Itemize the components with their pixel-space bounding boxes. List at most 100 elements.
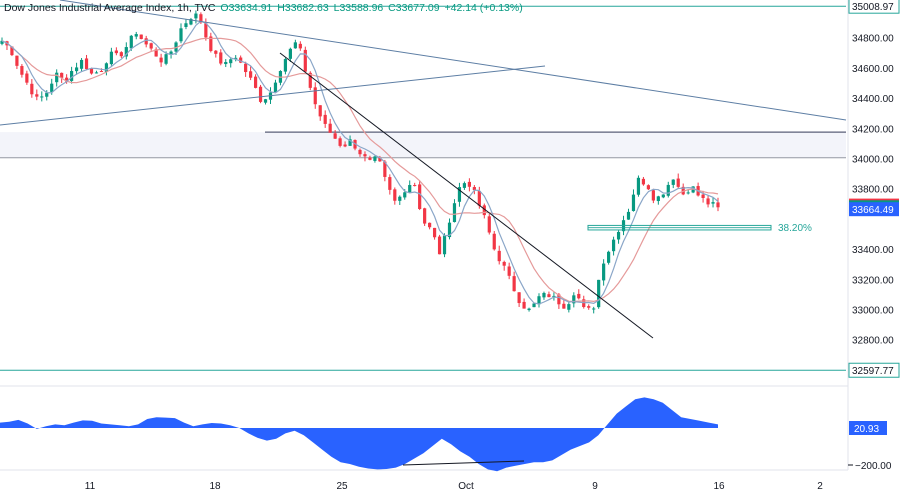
trendline-ascending (0, 65, 546, 126)
y-tick-label: 34200.00 (852, 124, 894, 135)
candle-body (273, 82, 278, 93)
candle-body (373, 156, 377, 161)
candle-body (40, 96, 44, 98)
candle-body (547, 294, 551, 298)
y-tick-label: 33000.00 (852, 306, 894, 317)
candle-body (487, 216, 491, 233)
candle-body (258, 86, 263, 102)
candle-body (124, 47, 128, 57)
candle-body (263, 99, 268, 103)
candle-body (507, 266, 511, 276)
candle-body (15, 55, 19, 66)
candle-body (656, 196, 660, 202)
candle-body (408, 185, 412, 193)
candle-body (681, 186, 685, 195)
candle-body (119, 52, 123, 57)
candle-body (472, 187, 476, 191)
candle-body (676, 178, 680, 187)
candle-body (477, 191, 481, 206)
trendline-descending-long (59, 0, 847, 121)
candle-body (45, 92, 49, 97)
resistance-zone (0, 132, 846, 158)
chart-header: Dow Jones Industrial Average Index, 1h, … (4, 2, 525, 14)
candle-body (149, 43, 153, 49)
candle-body (20, 66, 24, 75)
y-tick-label: 34600.00 (852, 64, 894, 75)
candle-body (253, 76, 258, 88)
candle-body (602, 263, 606, 281)
candle-body (189, 19, 193, 25)
candle-body (616, 231, 621, 240)
candle-body (537, 296, 541, 305)
candle-body (94, 72, 99, 74)
y-tick-label: 33200.00 (852, 275, 894, 286)
price-tag-label: 35008.97 (852, 2, 894, 13)
candle-body (114, 50, 118, 54)
candle-body (209, 36, 213, 51)
y-tick-label: 34000.00 (852, 155, 894, 166)
candle-body (104, 63, 109, 72)
symbol-title: Dow Jones Industrial Average Index, 1h, … (4, 2, 216, 14)
x-tick-label: Oct (458, 481, 474, 492)
oscillator-divergence-line (402, 460, 525, 466)
candle-body (134, 34, 138, 37)
candle-body (587, 306, 591, 308)
candle-body (308, 72, 312, 88)
candle-body (303, 49, 307, 72)
candle-body (393, 189, 397, 201)
candle-body (592, 308, 596, 310)
candle-body (522, 301, 526, 309)
candle-body (179, 28, 183, 42)
candle-body (452, 203, 457, 223)
ohlc-change: +42.14 (+0.13%) (444, 2, 523, 14)
candle-body (313, 87, 317, 105)
y-tick-label: 32800.00 (852, 336, 894, 347)
candle-body (428, 222, 432, 228)
candle-body (517, 292, 521, 304)
y-tick-label: 34400.00 (852, 94, 894, 105)
candle-body (338, 138, 342, 146)
candle-body (512, 276, 516, 292)
price-tag-box (848, 0, 900, 14)
candle-body (293, 42, 297, 49)
candle-body (298, 43, 302, 49)
candle-body (224, 62, 228, 65)
candle-body (502, 261, 506, 266)
candle-body (368, 157, 372, 160)
oscillator-value-tag (849, 421, 887, 435)
ma-slow-line (1, 37, 719, 303)
ohlc-high: H33682.63 (277, 2, 329, 14)
candle-body (99, 71, 104, 73)
candle-body (646, 185, 650, 190)
candle-body (50, 83, 54, 92)
candle-body (482, 205, 486, 216)
candle-body (323, 114, 327, 124)
candle-body (0, 40, 4, 44)
candle-body (239, 57, 243, 63)
x-tick-label: 11 (85, 481, 96, 492)
candle-body (244, 63, 248, 73)
candle-body (671, 179, 675, 185)
candle-body (89, 68, 94, 74)
candle-body (462, 183, 467, 188)
candle-body (159, 57, 163, 63)
candle-body (611, 239, 616, 252)
candle-body (388, 177, 392, 190)
candle-body (716, 202, 720, 208)
candle-body (447, 222, 452, 238)
candle-body (383, 161, 387, 177)
candle-body (139, 34, 143, 40)
x-tick-label: 18 (209, 481, 221, 492)
candle-body (84, 58, 89, 70)
price-tag-box (848, 362, 900, 378)
candle-body (378, 157, 382, 162)
price-tag-label: 32597.77 (852, 366, 894, 377)
candle-body (249, 71, 253, 78)
trendline-descending-short (279, 52, 654, 339)
candle-body (651, 190, 655, 201)
ohlc-close: C33677.09 (388, 2, 440, 14)
candle-body (194, 13, 198, 19)
candle-body (10, 46, 14, 56)
candle-body (413, 185, 417, 187)
